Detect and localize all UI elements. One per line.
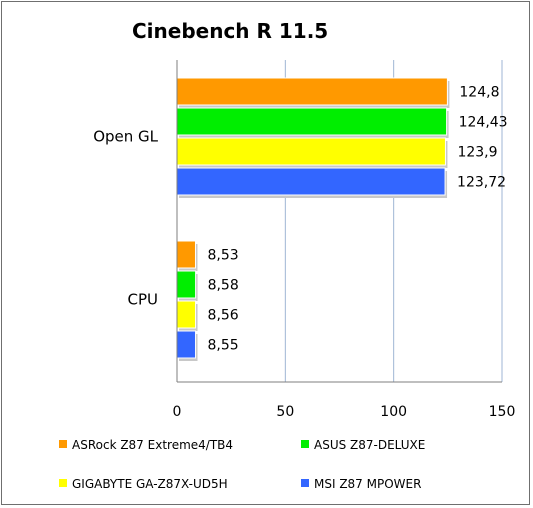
legend-swatch-2 [59,479,67,487]
bar-0-3 [176,167,446,196]
x-tick-label-150: 150 [489,404,516,420]
category-label-0: Open GL [93,128,158,146]
data-label-1-3: 8,55 [208,338,239,354]
bar-1-0 [176,240,196,269]
legend-label-1: ASUS Z87-DELUXE [314,438,425,452]
legend-label-0: ASRock Z87 Extreme4/TB4 [72,438,233,452]
x-tick-label-50: 50 [276,404,294,420]
bar-0-2 [176,137,446,166]
data-label-0-2: 123,9 [457,145,497,161]
bar-1-1 [176,270,197,299]
x-tick-label-100: 100 [380,404,407,420]
legend-layer: ASRock Z87 Extreme4/TB4 ASUS Z87-DELUXE GI… [59,438,425,491]
bar-0-0 [176,77,448,106]
bar-1-2 [176,300,197,329]
data-label-0-3: 123,72 [457,175,506,191]
x-tick-label-0: 0 [173,404,182,420]
data-label-0-0: 124,8 [459,85,499,101]
legend-swatch-1 [301,440,309,448]
data-label-1-2: 8,56 [208,308,239,324]
axis-layer: 0 50 100 150 Open GL CPU [93,60,515,420]
legend-label-3: MSI Z87 MPOWER [314,477,421,491]
chart-title: Cinebench R 11.5 [132,19,328,43]
category-label-1: CPU [128,291,159,309]
legend-swatch-3 [301,479,309,487]
legend-label-2: GIGABYTE GA-Z87X-UD5H [72,477,228,491]
data-label-0-1: 124,43 [459,115,508,131]
legend-swatch-0 [59,440,67,448]
data-label-1-0: 8,53 [207,248,238,264]
bar-1-3 [176,330,197,359]
bars-layer: 124,8 124,43 123,9 123,72 8,53 8,58 8,56 8,55 [176,77,508,361]
bar-0-1 [176,107,448,136]
data-label-1-1: 8,58 [208,278,239,294]
